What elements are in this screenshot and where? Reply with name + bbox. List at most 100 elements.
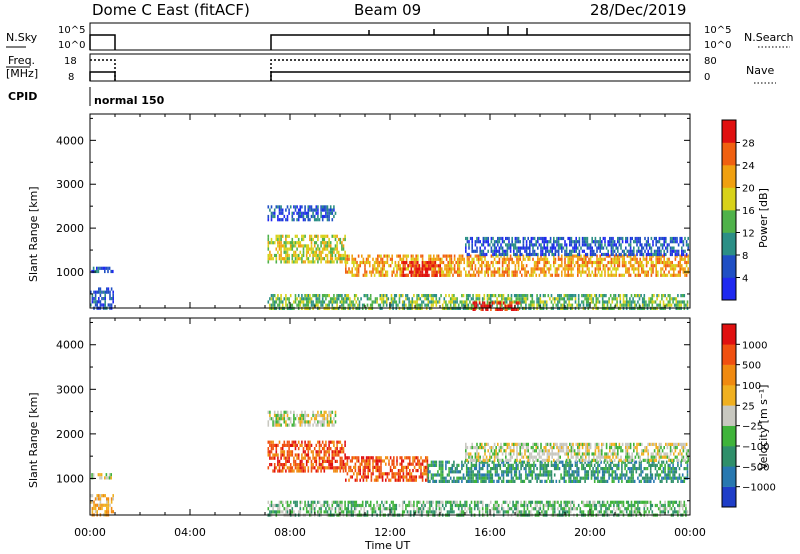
data-cell	[315, 294, 318, 298]
data-cell	[106, 290, 108, 294]
colorbar-segment	[722, 142, 736, 166]
data-cell	[584, 470, 586, 474]
data-cell	[456, 467, 458, 471]
data-cell	[479, 252, 481, 257]
data-cell	[289, 303, 292, 307]
data-cell	[490, 246, 493, 250]
data-cell	[438, 479, 441, 483]
data-cell	[614, 473, 617, 477]
data-cell	[474, 304, 476, 308]
nave-top-tick: 80	[704, 56, 717, 67]
data-cell	[558, 460, 561, 464]
data-cell	[508, 446, 510, 450]
data-cell	[524, 249, 526, 253]
data-cell	[610, 240, 613, 244]
data-cell	[310, 300, 313, 304]
data-cell	[342, 466, 345, 470]
data-cell	[549, 246, 552, 250]
data-cell	[520, 460, 522, 464]
data-cell	[450, 254, 453, 258]
data-cell	[591, 249, 593, 253]
data-cell	[357, 459, 360, 463]
data-cell	[687, 236, 689, 241]
data-cell	[461, 476, 463, 480]
data-cell	[318, 466, 321, 470]
data-cell	[631, 249, 633, 253]
data-cell	[515, 473, 518, 477]
data-cell	[395, 300, 398, 304]
data-cell	[456, 297, 458, 301]
data-cell	[589, 246, 592, 250]
data-cell	[99, 266, 101, 270]
data-cell	[272, 214, 274, 219]
data-cell	[650, 257, 653, 261]
data-cell	[673, 273, 675, 277]
data-cell	[493, 449, 496, 453]
data-cell	[376, 297, 378, 301]
data-cell	[561, 303, 564, 307]
data-cell	[339, 257, 342, 261]
data-cell	[404, 267, 406, 271]
data-cell	[325, 244, 327, 248]
data-cell	[588, 273, 590, 277]
data-cell	[109, 297, 111, 301]
data-cell	[280, 300, 282, 304]
data-cell	[532, 458, 534, 462]
data-cell	[489, 458, 491, 462]
data-cell	[347, 294, 350, 298]
data-cell	[470, 476, 473, 480]
data-cell	[625, 297, 628, 301]
data-cell	[468, 264, 470, 268]
data-cell	[673, 476, 676, 480]
data-cell	[663, 270, 665, 274]
data-cell	[652, 243, 654, 247]
data-cell	[614, 476, 617, 480]
data-cell	[469, 476, 471, 480]
data-cell	[649, 297, 652, 301]
data-cell	[647, 249, 649, 253]
data-cell	[346, 270, 349, 274]
data-cell	[510, 301, 513, 305]
data-cell	[554, 267, 557, 271]
data-cell	[325, 440, 327, 444]
data-cell	[102, 266, 104, 270]
data-cell	[418, 270, 421, 274]
data-cell	[519, 458, 521, 462]
data-cell	[328, 303, 330, 307]
data-cell	[267, 440, 270, 444]
data-cell	[351, 254, 353, 258]
data-cell	[461, 303, 463, 307]
data-cell	[563, 467, 566, 471]
data-cell	[682, 446, 685, 450]
data-cell	[653, 294, 655, 298]
data-cell	[569, 476, 572, 480]
data-cell	[629, 273, 632, 277]
data-cell	[568, 473, 570, 477]
data-cell	[472, 470, 474, 474]
data-cell	[273, 443, 276, 447]
data-cell	[342, 450, 345, 454]
data-cell	[465, 446, 467, 450]
data-cell	[642, 458, 645, 462]
data-cell	[431, 264, 433, 268]
data-cell	[535, 273, 537, 277]
data-cell	[349, 459, 352, 463]
data-cell	[517, 294, 519, 298]
data-cell	[388, 459, 390, 463]
data-cell	[624, 476, 626, 480]
data-cell	[317, 410, 319, 414]
data-cell	[285, 208, 287, 212]
data-cell	[433, 473, 436, 477]
data-cell	[441, 267, 443, 271]
data-cell	[453, 460, 455, 464]
data-cell	[449, 467, 452, 471]
data-cell	[496, 303, 498, 307]
data-cell	[305, 443, 308, 447]
data-cell	[674, 240, 677, 244]
data-cell	[574, 297, 577, 301]
data-cell	[428, 264, 430, 268]
data-cell	[667, 476, 670, 480]
data-cell	[309, 205, 311, 209]
data-cell	[575, 452, 577, 456]
data-cell	[272, 294, 274, 298]
